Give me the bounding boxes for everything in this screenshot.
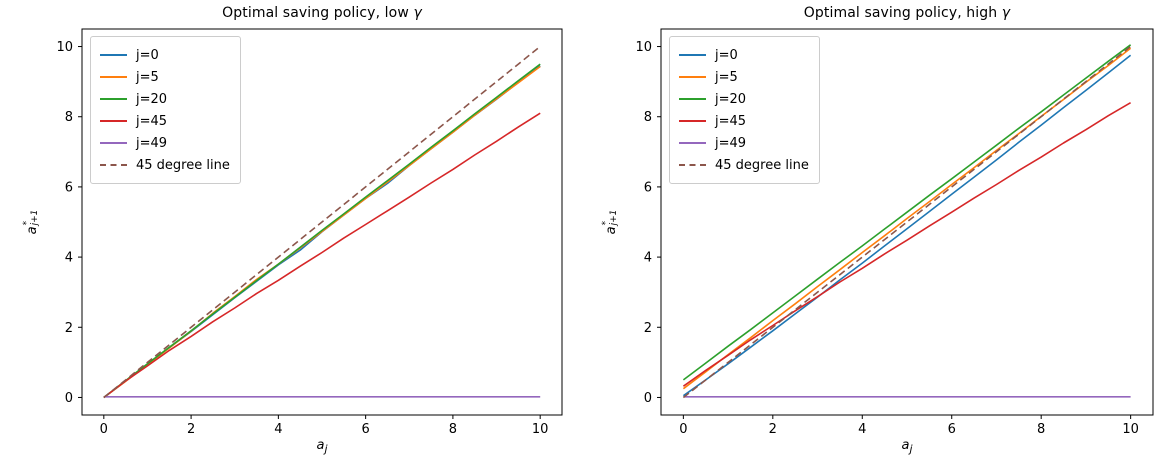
y-axis-label-sub: j+1 (609, 209, 620, 226)
legend-item: j=0 (679, 44, 809, 66)
y-axis-label-base: a (603, 226, 619, 235)
legend-label: j=45 (715, 113, 747, 129)
y-tick-label: 0 (644, 391, 652, 406)
legend-line-sample (679, 120, 706, 122)
series-line-j-20 (103, 63, 541, 399)
x-tick-label: 10 (532, 422, 549, 437)
legend-label: j=0 (715, 47, 738, 63)
y-tick-label: 6 (644, 180, 652, 195)
x-tick-label: 6 (361, 422, 369, 437)
legend-item: j=45 (100, 110, 230, 132)
x-axis-label-sub: j (909, 442, 913, 456)
legend-line-sample (679, 54, 706, 56)
legend-line-sample (100, 142, 127, 144)
legend-label: j=49 (136, 135, 168, 151)
y-axis-label-base: a (24, 226, 40, 235)
x-tick-label: 8 (1037, 422, 1045, 437)
legend-label: j=49 (715, 135, 747, 151)
legend-label: j=5 (136, 69, 159, 85)
legend-label: 45 degree line (136, 157, 230, 173)
legend-line-sample (100, 98, 127, 100)
legend-item: 45 degree line (100, 154, 230, 176)
left-chart-title: Optimal saving policy, low γ (222, 5, 422, 21)
legend-line-sample (679, 142, 706, 144)
legend-line-sample (100, 120, 127, 122)
y-tick-label: 8 (644, 110, 652, 125)
y-tick-label: 8 (65, 110, 73, 125)
legend-label: 45 degree line (715, 157, 809, 173)
legend-item: j=5 (100, 66, 230, 88)
x-tick-label: 0 (679, 422, 687, 437)
legend-label: j=20 (136, 91, 168, 107)
legend-item: j=49 (100, 132, 230, 154)
legend-item: 45 degree line (679, 154, 809, 176)
x-tick-label: 8 (449, 422, 457, 437)
y-tick-label: 4 (65, 251, 73, 266)
x-tick-label: 6 (948, 422, 956, 437)
y-tick-label: 2 (644, 321, 652, 336)
series-line-j-45 (682, 102, 1132, 387)
series-line-j-20 (682, 44, 1132, 381)
x-tick-label: 0 (100, 422, 108, 437)
legend-item: j=49 (679, 132, 809, 154)
legend-line-sample (679, 76, 706, 78)
right-x-axis-label: aj (661, 438, 1153, 456)
legend-item: j=0 (100, 44, 230, 66)
legend-line-sample (679, 98, 706, 100)
legend-item: j=20 (100, 88, 230, 110)
x-axis-label-sub: j (324, 442, 328, 456)
legend-line-sample (679, 164, 706, 166)
legend-label: j=45 (136, 113, 168, 129)
y-tick-label: 10 (56, 40, 73, 55)
left-legend: j=0 j=5 j=20 j=45 j=49 45 degree line (90, 36, 241, 184)
series-line-45-degree-line (682, 45, 1132, 399)
x-axis-label-base: a (901, 438, 910, 453)
legend-item: j=5 (679, 66, 809, 88)
x-tick-label: 2 (187, 422, 195, 437)
left-x-axis-label: aj (82, 438, 562, 456)
x-tick-label: 4 (274, 422, 282, 437)
axes-spines (660, 28, 1154, 416)
y-tick-label: 0 (65, 391, 73, 406)
right-legend: j=0 j=5 j=20 j=45 j=49 45 degree line (669, 36, 820, 184)
series-line-j-45 (103, 112, 541, 399)
axes-spines (81, 28, 563, 416)
y-tick-label: 6 (65, 180, 73, 195)
y-tick-label: 10 (635, 40, 652, 55)
x-axis-label-base: a (316, 438, 325, 453)
y-tick-label: 4 (644, 251, 652, 266)
legend-item: j=45 (679, 110, 809, 132)
x-tick-label: 10 (1122, 422, 1139, 437)
series-line-45-degree-line (103, 45, 541, 399)
series-line-j-0 (682, 54, 1132, 397)
left-y-axis-label: a * j+1 (22, 202, 41, 242)
legend-label: j=5 (715, 69, 738, 85)
legend-line-sample (100, 76, 127, 78)
legend-line-sample (100, 54, 127, 56)
right-chart-title: Optimal saving policy, high γ (803, 5, 1011, 21)
legend-item: j=20 (679, 88, 809, 110)
legend-line-sample (100, 164, 127, 166)
x-tick-label: 2 (769, 422, 777, 437)
y-tick-label: 2 (65, 321, 73, 336)
x-tick-label: 4 (858, 422, 866, 437)
y-axis-label-sub: j+1 (30, 209, 41, 226)
legend-label: j=0 (136, 47, 159, 63)
right-y-axis-label: a * j+1 (601, 202, 620, 242)
legend-label: j=20 (715, 91, 747, 107)
